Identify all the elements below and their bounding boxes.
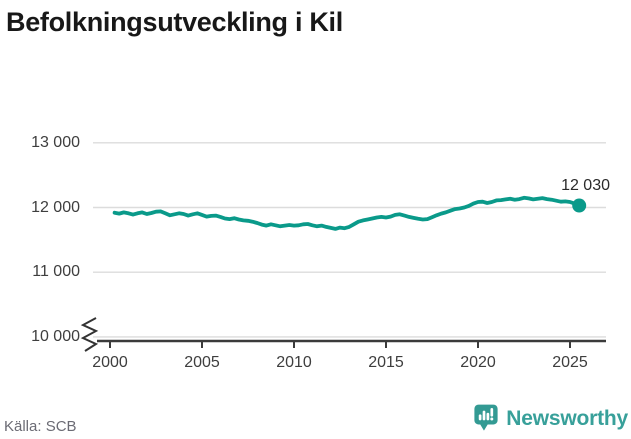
newsworthy-icon	[474, 404, 498, 431]
source-note: Källa: SCB	[4, 418, 77, 435]
y-tick-label: 12 000	[31, 198, 80, 216]
chart-title: Befolkningsutveckling i Kil	[6, 7, 343, 37]
axis-break-icon	[80, 317, 99, 352]
brand-name: Newsworthy	[506, 406, 628, 430]
latest-value-label: 12 030	[561, 177, 610, 194]
y-tick-label: 11 000	[32, 263, 80, 281]
end-point-dot	[572, 198, 587, 213]
x-tick-label: 2000	[92, 354, 128, 371]
x-tick-label: 2020	[460, 354, 496, 371]
population-line	[112, 195, 582, 231]
x-tick-label: 2025	[552, 354, 588, 371]
x-tick-label: 2015	[368, 354, 404, 371]
brand-logo[interactable]: Newsworthy	[473, 403, 628, 434]
x-tick-label: 2005	[184, 354, 220, 371]
x-tick-label: 2010	[276, 354, 312, 371]
y-tick-label: 10 000	[31, 327, 80, 345]
y-tick-label: 13 000	[31, 133, 80, 151]
